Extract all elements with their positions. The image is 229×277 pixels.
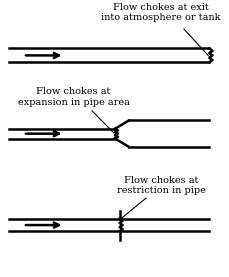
Text: Flow chokes at
restriction in pipe: Flow chokes at restriction in pipe [116, 176, 204, 195]
Text: Flow chokes at
expansion in pipe area: Flow chokes at expansion in pipe area [18, 87, 129, 107]
Text: Flow chokes at exit
into atmosphere or tank: Flow chokes at exit into atmosphere or t… [101, 3, 220, 22]
